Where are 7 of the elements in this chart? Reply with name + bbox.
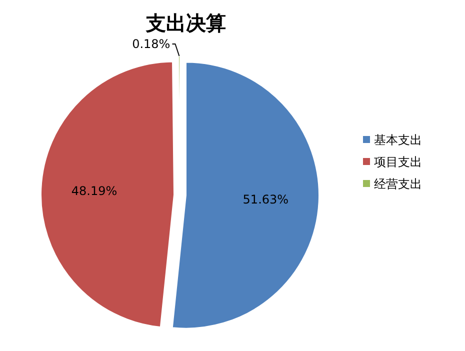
- legend-label: 经营支出: [374, 177, 422, 191]
- data-label: 0.18%: [132, 37, 170, 51]
- chart-title: 支出决算: [145, 11, 226, 35]
- data-label: 48.19%: [71, 184, 118, 198]
- legend-label: 基本支出: [374, 133, 422, 147]
- legend-label: 项目支出: [374, 155, 422, 169]
- data-label: 51.63%: [242, 192, 289, 206]
